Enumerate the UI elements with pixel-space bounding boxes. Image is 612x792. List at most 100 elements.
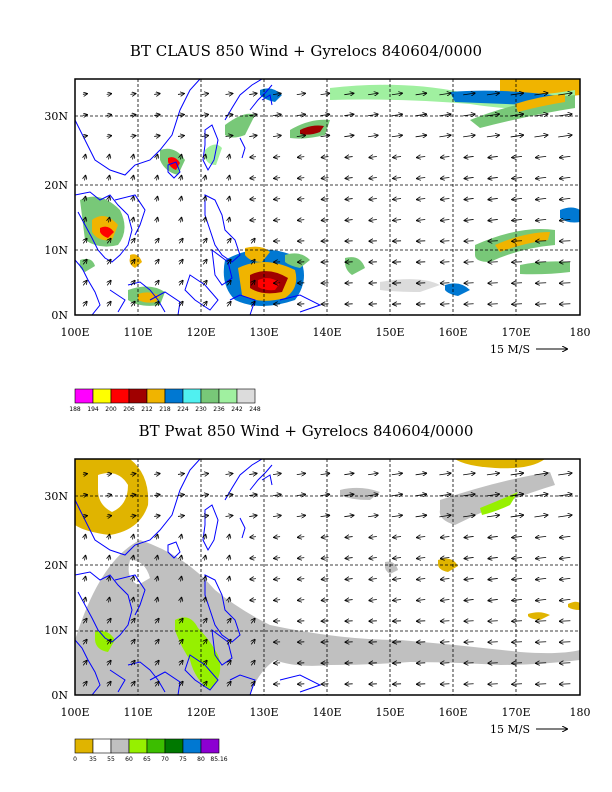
- panel2-frame: [74, 458, 581, 696]
- panel2-axes: 100E 110E 120E 130E 140E 150E 160E 170E 180 30N 20…: [44, 490, 590, 736]
- y-tick-label: 30N: [44, 490, 68, 503]
- wind-vector: [205, 535, 206, 540]
- colorbar-swatch: [200, 738, 220, 754]
- x-tick-label: 160E: [438, 326, 467, 339]
- wind-vector: [463, 114, 475, 116]
- wind-vector: [486, 515, 499, 517]
- wind-vector: [274, 178, 281, 179]
- wind-vector: [250, 600, 256, 601]
- wind-vector: [463, 93, 475, 95]
- wind-vector: [369, 157, 377, 158]
- wind-vector: [560, 156, 571, 157]
- wind-vector: [83, 115, 87, 116]
- wind-vector: [296, 515, 305, 516]
- wind-vector: [205, 197, 206, 202]
- wind-vector: [536, 557, 547, 558]
- wind-vector: [298, 537, 305, 538]
- wind-vector: [249, 93, 256, 94]
- x-tick-label: 130E: [249, 326, 278, 339]
- wind-vector: [320, 135, 330, 136]
- wind-vector: [203, 281, 207, 286]
- wind-vector: [536, 663, 547, 664]
- wind-vector: [463, 494, 475, 496]
- wind-vector: [558, 93, 572, 95]
- wind-vector: [83, 619, 87, 624]
- wind-vector: [536, 642, 547, 643]
- wind-vector: [298, 157, 305, 158]
- wind-vector: [415, 114, 427, 116]
- wind-vector: [296, 473, 305, 474]
- wind-vector: [83, 260, 87, 265]
- wind-vector: [181, 535, 182, 540]
- wind-vector: [249, 135, 256, 136]
- wind-vector: [486, 135, 499, 137]
- wind-vector: [229, 556, 230, 561]
- wind-vector: [344, 93, 353, 94]
- wind-vector: [391, 93, 402, 95]
- wind-vector: [272, 473, 281, 474]
- wind-vector: [154, 495, 160, 496]
- wind-vector: [510, 494, 524, 496]
- wind-vector: [298, 600, 305, 601]
- wind-vector: [536, 304, 547, 305]
- wind-vector: [296, 93, 305, 94]
- wind-vector: [83, 661, 87, 666]
- wind-vector: [157, 598, 158, 603]
- wind-vector: [439, 473, 450, 475]
- wind-vector: [130, 516, 135, 517]
- wind-vector: [488, 536, 498, 537]
- panel1-cloud-shading: [79, 79, 580, 306]
- wind-vector: [179, 619, 183, 624]
- wind-vector: [179, 281, 183, 286]
- wind-vector: [345, 199, 353, 200]
- wind-vector: [560, 621, 571, 622]
- wind-vector: [488, 156, 498, 157]
- wind-vector: [417, 578, 426, 579]
- wind-vector: [157, 197, 158, 202]
- wind-vector: [85, 598, 86, 603]
- wind-vector: [83, 94, 87, 95]
- wind-vector: [415, 93, 427, 95]
- wind-vector: [203, 661, 207, 666]
- wind-vector: [201, 94, 209, 95]
- wind-vector: [344, 515, 353, 516]
- colorbar-swatch: [236, 388, 256, 404]
- wind-vector: [83, 495, 87, 496]
- wind-vector: [83, 239, 87, 244]
- wind-vector: [107, 640, 111, 645]
- wind-vector: [227, 682, 231, 687]
- wind-vector: [274, 537, 281, 538]
- wind-vector: [417, 198, 426, 199]
- wind-vector: [205, 598, 206, 603]
- wind-vector: [203, 302, 207, 307]
- wind-vector: [203, 260, 207, 265]
- wind-vector: [558, 114, 572, 116]
- vector-reference-label: 15 M/S: [490, 343, 530, 356]
- wind-vector: [107, 661, 111, 666]
- x-tick-label: 150E: [375, 706, 404, 719]
- x-tick-label: 170E: [501, 326, 530, 339]
- colorbar-swatch: [128, 388, 148, 404]
- wind-vector: [157, 556, 158, 561]
- x-tick-label: 180: [570, 326, 591, 339]
- wind-vector: [512, 599, 523, 600]
- wind-vector: [203, 640, 207, 645]
- wind-vector: [464, 198, 474, 199]
- panel2-colorbar: 0 35 55 60 65 70 75 80 85.16: [73, 738, 228, 763]
- wind-vector: [510, 93, 524, 95]
- wind-vector: [272, 135, 281, 136]
- wind-vector: [249, 473, 256, 474]
- wind-vector: [320, 515, 330, 516]
- wind-vector: [131, 661, 135, 666]
- colorbar-label: 230: [195, 406, 207, 413]
- wind-vector: [510, 135, 524, 137]
- wind-vector: [369, 537, 377, 538]
- wind-vector: [251, 260, 255, 265]
- y-tick-label: 30N: [44, 110, 68, 123]
- wind-vector: [131, 239, 135, 244]
- wind-vector: [225, 515, 233, 516]
- wind-vector: [441, 177, 450, 178]
- wind-vector: [322, 579, 329, 580]
- wind-vector: [157, 218, 158, 223]
- wind-vector: [320, 93, 330, 94]
